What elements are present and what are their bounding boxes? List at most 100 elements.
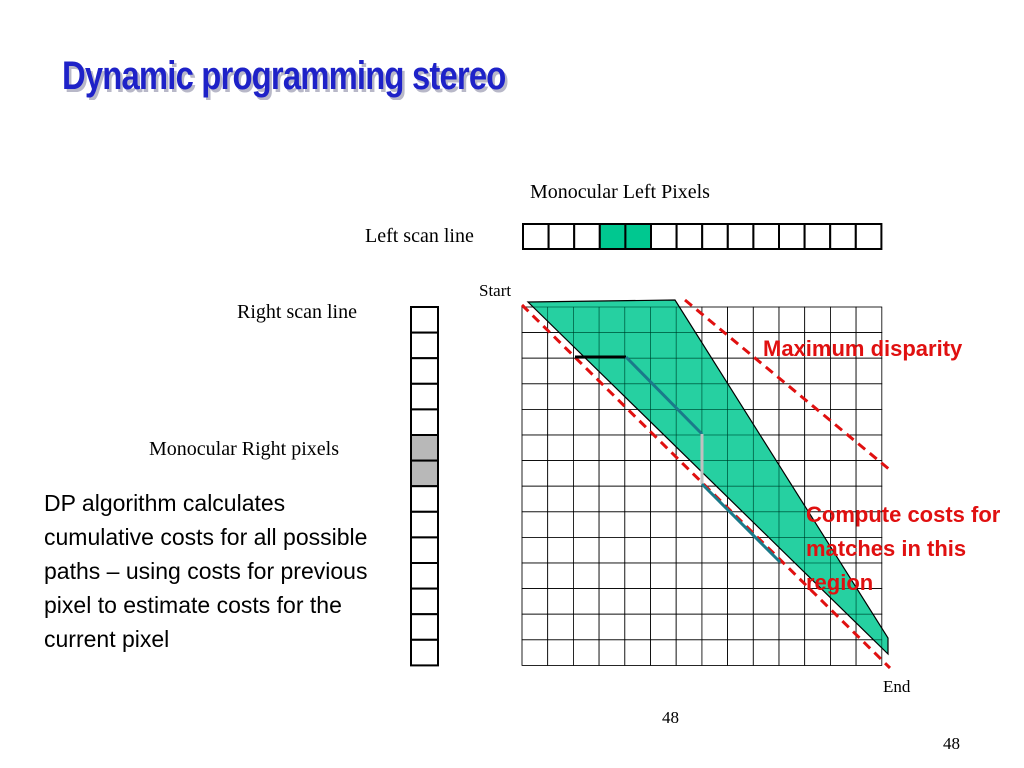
left-scan-line-label: Left scan line [365, 225, 474, 247]
right-scan-cell [410, 587, 439, 616]
monocular-left-pixels-label: Monocular Left Pixels [530, 181, 710, 203]
grid-cell [701, 588, 729, 615]
right-scan-cell [410, 382, 439, 411]
grid-cell [675, 511, 703, 538]
grid-cell [778, 588, 806, 615]
grid-cell [521, 485, 549, 513]
right-scan-line-label: Right scan line [237, 301, 357, 323]
grid-cell [752, 383, 780, 410]
grid-cell [624, 588, 651, 615]
grid-cell [624, 460, 651, 487]
right-scan-cell [410, 638, 439, 667]
grid-cell [727, 639, 754, 666]
page-number: 48 [662, 708, 679, 727]
start-label: Start [479, 281, 512, 300]
grid-cell [624, 434, 651, 462]
grid-cell [830, 511, 857, 538]
grid-cell [778, 408, 806, 436]
grid-cell [778, 434, 806, 462]
grid-cell [650, 485, 677, 513]
grid-cell [727, 306, 754, 334]
grid-cell [650, 562, 677, 590]
grid-cell [547, 434, 574, 462]
grid-cell [727, 613, 754, 641]
grid-cell [778, 639, 806, 666]
grid-cell [624, 562, 651, 590]
grid-cell [727, 332, 754, 359]
grid-cell [701, 562, 729, 590]
grid-cell [573, 588, 600, 615]
left-scan-cell [522, 223, 550, 250]
grid-cell [675, 588, 703, 615]
grid-cell [573, 383, 600, 410]
grid-cell [624, 485, 651, 513]
grid-cell [752, 357, 780, 385]
grid-cell [752, 332, 780, 359]
grid-cell [830, 460, 857, 487]
grid-cell [547, 588, 574, 615]
grid-cell [598, 485, 626, 513]
left-scan-cell [624, 223, 653, 250]
grid-cell [830, 383, 857, 410]
left-scan-line-cells [522, 223, 883, 250]
body-text: DP algorithm calculates cumulative costs… [44, 490, 368, 652]
grid-cell [573, 639, 600, 666]
grid-cell [650, 639, 677, 666]
grid-cell [752, 306, 780, 334]
path-segment-diagonal-2 [700, 482, 782, 564]
grid-cell [547, 460, 574, 487]
grid-cell [573, 613, 600, 641]
left-scan-cell [650, 223, 678, 250]
grid-cell [521, 537, 549, 564]
grid-cell [547, 613, 574, 641]
grid-cell [855, 306, 883, 334]
grid-cell [727, 588, 754, 615]
page-number-footer: 48 [943, 734, 960, 753]
grid-cell [778, 613, 806, 641]
grid-cell [598, 588, 626, 615]
grid-cell [521, 613, 549, 641]
grid-cell [675, 562, 703, 590]
grid-cell [521, 562, 549, 590]
right-scan-cell [410, 510, 439, 539]
grid-cell [804, 613, 831, 641]
grid-cell [675, 485, 703, 513]
grid-cell [598, 408, 626, 436]
grid-cell [752, 588, 780, 615]
right-scan-cell [410, 306, 439, 334]
right-scan-cell [410, 485, 439, 513]
grid-cell [650, 511, 677, 538]
grid-cell [650, 613, 677, 641]
left-scan-cell [675, 223, 704, 250]
grid-cell [804, 460, 831, 487]
grid-cell [804, 383, 831, 410]
grid-cell [675, 537, 703, 564]
grid-cell [598, 460, 626, 487]
right-scan-cell [410, 536, 439, 565]
grid-cell [650, 460, 677, 487]
grid-cell [727, 537, 754, 564]
grid-cell [521, 588, 549, 615]
path-segment-diagonal-1 [624, 355, 704, 436]
right-scan-cell [410, 459, 439, 488]
right-scan-cell [410, 613, 439, 641]
grid-cell [830, 306, 857, 334]
maximum-disparity-label: Maximum disparity [763, 336, 963, 361]
grid-cell [598, 537, 626, 564]
grid-cell [752, 613, 780, 641]
grid-cell [830, 485, 857, 513]
left-scan-cell [547, 223, 576, 250]
grid-cell [650, 588, 677, 615]
right-scan-cell [410, 562, 439, 590]
grid-cell [521, 460, 549, 487]
grid-cell [701, 306, 729, 334]
slide-title: Dynamic programming stereo [62, 54, 506, 98]
grid-cell [752, 562, 780, 590]
grid-cell [598, 613, 626, 641]
grid-cell [547, 639, 574, 666]
grid-cell [804, 357, 831, 385]
disparity-band [526, 299, 889, 656]
end-label: End [883, 677, 911, 696]
left-scan-cell [598, 223, 627, 250]
